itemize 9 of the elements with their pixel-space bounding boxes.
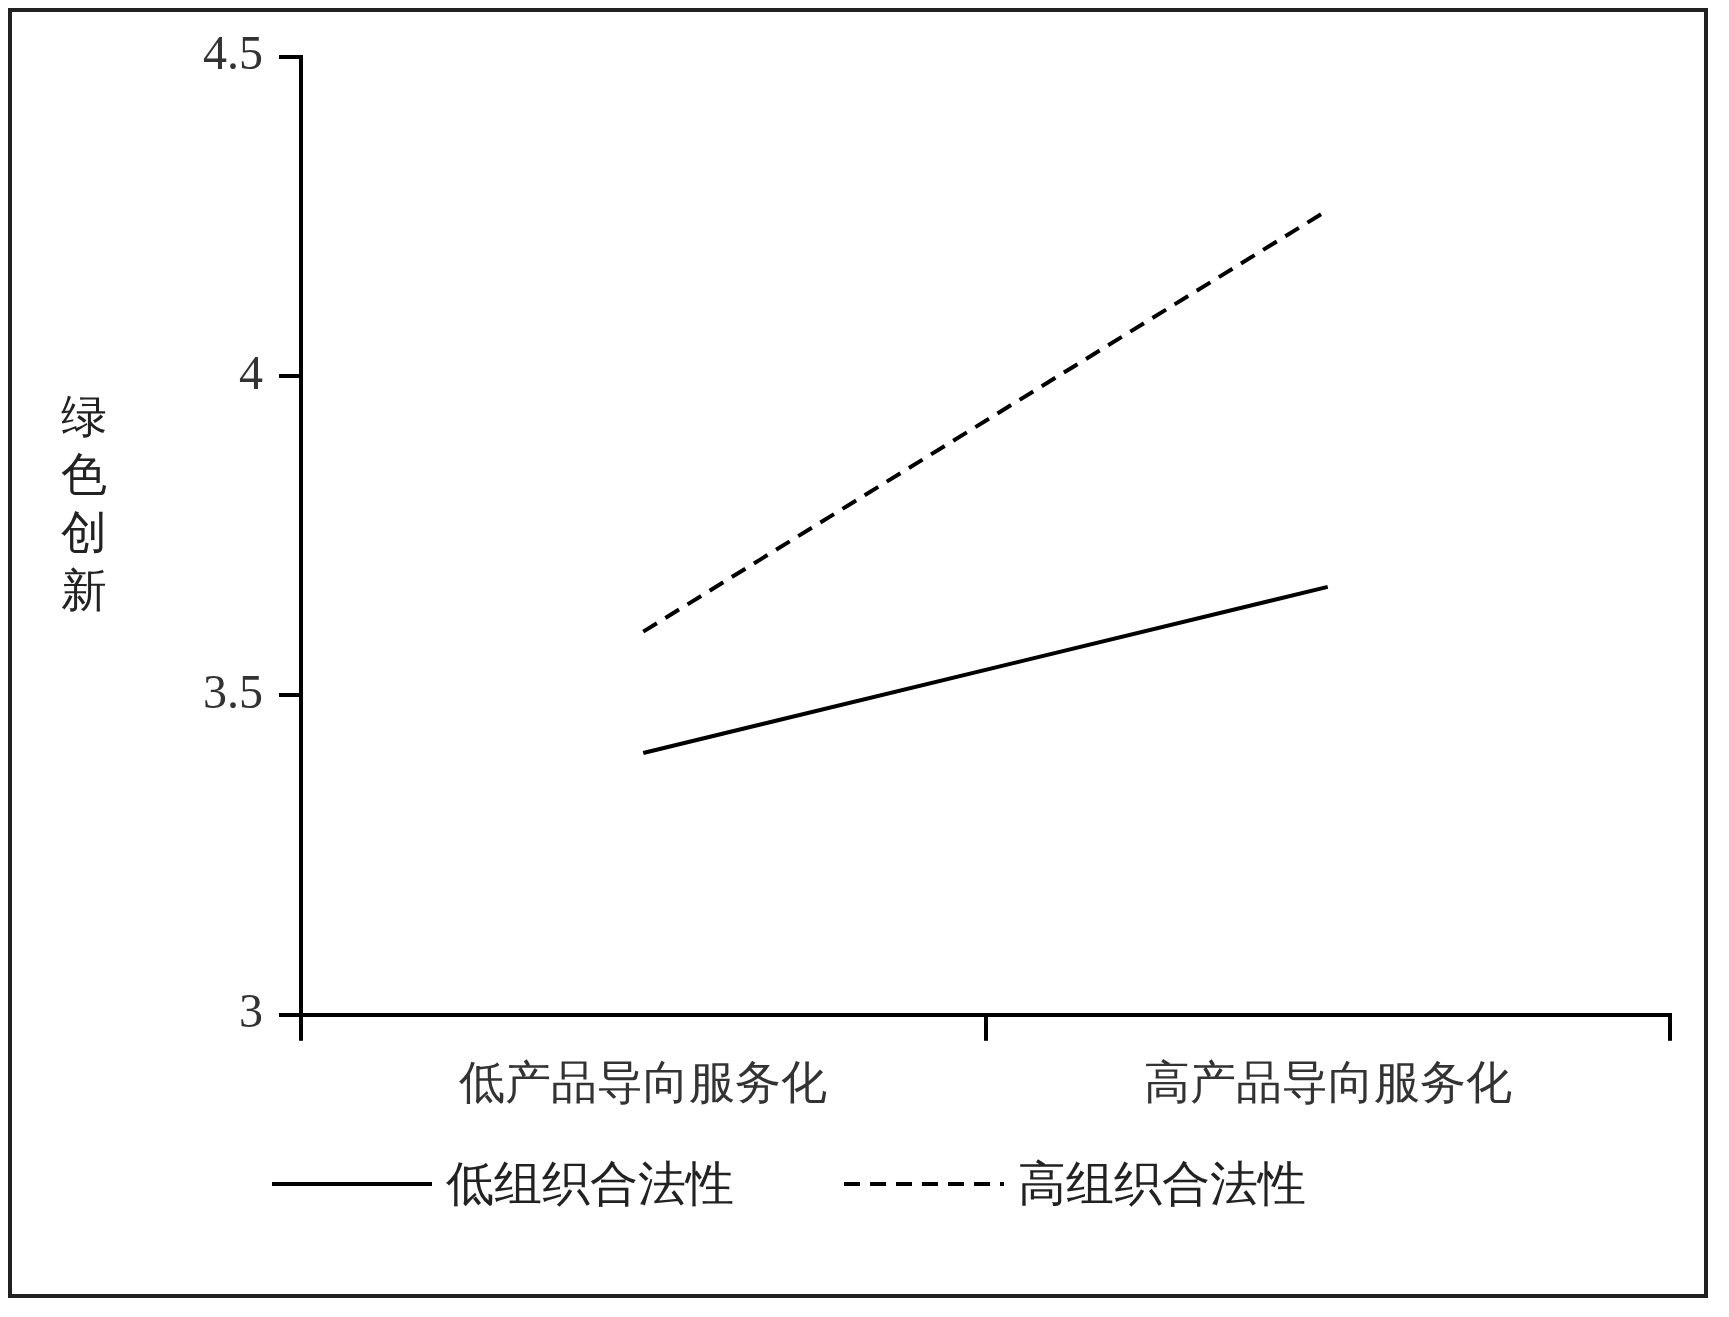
legend-label: 高组织合法性 bbox=[1018, 1154, 1306, 1213]
legend-label: 低组织合法性 bbox=[446, 1154, 734, 1213]
y-axis-title: 绿色创新 bbox=[60, 388, 108, 619]
y-tick-label: 4.5 bbox=[203, 26, 263, 80]
y-tick-label: 3.5 bbox=[203, 665, 263, 719]
x-tick-label: 低产品导向服务化 bbox=[459, 1055, 828, 1110]
y-tick-label: 3 bbox=[239, 984, 263, 1038]
x-tick-label: 高产品导向服务化 bbox=[1143, 1055, 1512, 1110]
y-tick-label: 4 bbox=[239, 345, 263, 399]
